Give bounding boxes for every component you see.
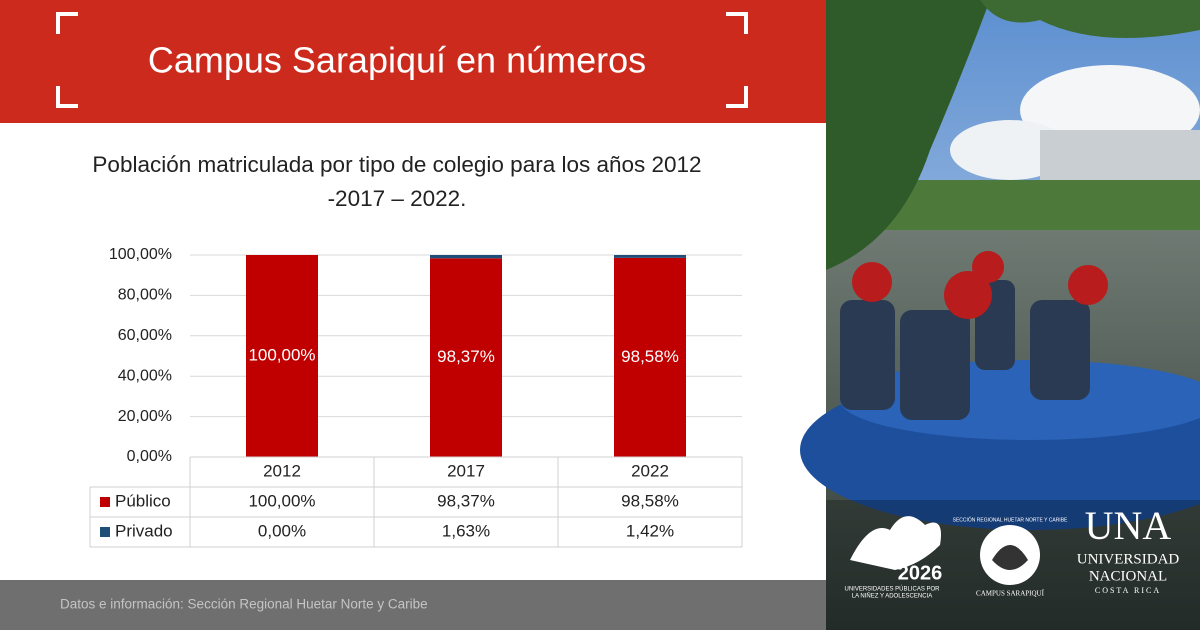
bar-segment bbox=[614, 255, 686, 258]
y-tick-label: 40,00% bbox=[118, 367, 172, 384]
table-cell: 0,00% bbox=[258, 521, 306, 540]
una-acronym: UNA bbox=[1085, 503, 1172, 548]
data-label: 98,37% bbox=[437, 347, 495, 366]
campaign-year: 2026 bbox=[898, 562, 943, 584]
chart-title: Población matriculada por tipo de colegi… bbox=[92, 152, 702, 211]
x-tick-label: 2022 bbox=[631, 461, 669, 480]
data-label: 100,00% bbox=[248, 345, 315, 364]
table-cell: 1,42% bbox=[626, 521, 674, 540]
campaign-line: UNIVERSIDADES PÚBLICAS POR bbox=[844, 586, 940, 593]
footer-band bbox=[0, 580, 826, 630]
bar-segment bbox=[430, 255, 502, 259]
logos: 2026 UNIVERSIDADES PÚBLICAS POR LA NIÑEZ… bbox=[844, 503, 1179, 599]
x-tick-label: 2017 bbox=[447, 461, 485, 480]
frame-brackets bbox=[56, 12, 748, 108]
legend-label: Privado bbox=[115, 521, 173, 540]
x-tick-label: 2012 bbox=[263, 461, 301, 480]
table-cell: 1,63% bbox=[442, 521, 490, 540]
footer-text: Datos e información: Sección Regional Hu… bbox=[60, 597, 428, 612]
legend-key bbox=[100, 497, 110, 507]
header-title: Campus Sarapiquí en números bbox=[148, 40, 646, 81]
bar-segment bbox=[246, 255, 318, 457]
table-cell: 100,00% bbox=[248, 491, 315, 510]
y-tick-label: 80,00% bbox=[118, 287, 172, 304]
header-band bbox=[0, 0, 826, 123]
y-tick-label: 60,00% bbox=[118, 327, 172, 344]
una-name: NACIONAL bbox=[1089, 568, 1167, 584]
campus-arc-text: SECCIÓN REGIONAL HUETAR NORTE Y CARIBE bbox=[953, 516, 1068, 523]
y-tick-label: 20,00% bbox=[118, 408, 172, 425]
bar-segment bbox=[430, 258, 502, 457]
data-label: 98,58% bbox=[621, 347, 679, 366]
chart-title-box: Población matriculada por tipo de colegi… bbox=[92, 152, 702, 211]
bar-segment bbox=[614, 257, 686, 457]
y-tick-label: 0,00% bbox=[127, 448, 172, 465]
y-tick-label: 100,00% bbox=[109, 246, 172, 263]
table-cell: 98,58% bbox=[621, 491, 679, 510]
legend-label: Público bbox=[115, 491, 171, 510]
una-name: UNIVERSIDAD bbox=[1077, 551, 1180, 567]
campaign-line: LA NIÑEZ Y ADOLESCENCIA bbox=[852, 593, 932, 600]
table-cell: 98,37% bbox=[437, 491, 495, 510]
legend-key bbox=[100, 527, 110, 537]
campus-name: CAMPUS SARAPIQUÍ bbox=[976, 590, 1045, 598]
una-country: COSTA RICA bbox=[1095, 586, 1161, 595]
